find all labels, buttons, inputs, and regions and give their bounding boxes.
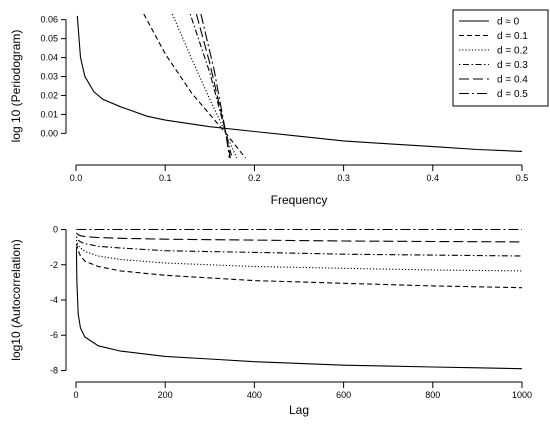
series-line-d-0-2 (76, 239, 522, 272)
x-tick-label: 0.1 (159, 173, 172, 183)
series-line-d-0-4 (76, 232, 522, 243)
y-tick-label: 0.05 (40, 34, 58, 44)
y-tick-label: -8 (50, 365, 58, 375)
series-line-d-0-1 (143, 13, 246, 159)
x-tick-label: 600 (336, 390, 351, 400)
y-tick-label: 0.03 (40, 72, 58, 82)
legend-label-d-0-5: d = 0.5 (497, 89, 528, 100)
x-tick-label: 200 (158, 390, 173, 400)
y-tick-label: 0.01 (40, 109, 58, 119)
legend-label-d-0-2: d = 0.2 (497, 46, 528, 57)
y-tick-label: 0.06 (40, 15, 58, 25)
x-axis-title: Lag (289, 403, 309, 417)
y-tick-label: 0.04 (40, 53, 58, 63)
periodogram-chart: 0.0 0.1 0.2 0.3 0.4 0.50.000.010.020.030.040.… (9, 9, 549, 207)
x-axis: 0.0 0.1 0.2 0.3 0.4 0.5 (70, 164, 529, 183)
series-line-d-approx-0 (76, 247, 522, 370)
y-axis: -8 -6 -4 -2 0 (50, 225, 67, 375)
y-tick-label: 0.00 (40, 128, 58, 138)
series-line-d-0-5 (200, 13, 230, 159)
series-line-d-0-3 (76, 236, 522, 257)
x-tick-label: 0.5 (516, 173, 529, 183)
series-line-d-0-3 (189, 13, 233, 159)
y-tick-label: -6 (50, 330, 58, 340)
x-axis: 0 200 400 600 800 1000 (73, 381, 532, 400)
x-axis-title: Frequency (271, 193, 328, 207)
y-tick-label: 0.02 (40, 90, 58, 100)
x-tick-label: 0.2 (248, 173, 261, 183)
y-axis-title: log 10 (Periodogram) (9, 30, 23, 143)
series-group (76, 228, 522, 370)
x-tick-label: 0.4 (427, 173, 440, 183)
y-axis: 0.00 0.01 0.02 0.03 0.04 0.05 0.06 (40, 15, 67, 138)
y-tick-label: 0 (53, 225, 58, 235)
series-group (76, 13, 522, 159)
autocorrelation-chart: 0 200 400 600 800 1000 -8 -6 -4 -2 0 Lag log10 (Auto… (9, 225, 532, 417)
legend-label-d-0-3: d = 0.3 (497, 60, 528, 71)
x-tick-label: 0.3 (337, 173, 350, 183)
legend-label-d-0-1: d = 0.1 (497, 31, 528, 42)
x-tick-label: 800 (425, 390, 440, 400)
legend-box (452, 9, 549, 107)
legend-label-d-0-4: d = 0.4 (497, 75, 528, 86)
legend: d ≈ 0 d = 0.1 d = 0.2 d = 0.3 d = 0.4 d = 0.5 (452, 9, 549, 107)
x-tick-label: 0.0 (70, 173, 83, 183)
y-tick-label: -2 (50, 260, 58, 270)
x-tick-label: 400 (247, 390, 262, 400)
legend-label-d-approx-0: d ≈ 0 (497, 17, 520, 28)
series-line-d-approx-0 (76, 15, 522, 152)
x-tick-label: 1000 (512, 390, 532, 400)
series-line-d-0-2 (171, 13, 238, 159)
series-line-d-0-1 (76, 243, 522, 289)
x-tick-label: 0 (73, 390, 78, 400)
y-tick-label: -4 (50, 295, 58, 305)
y-axis-title: log10 (Autocorrelation) (9, 239, 23, 360)
